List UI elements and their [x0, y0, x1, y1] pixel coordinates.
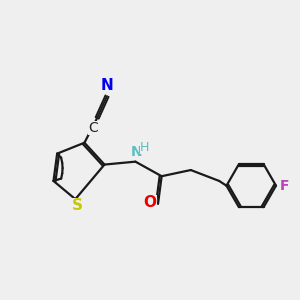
Text: C: C [88, 121, 98, 135]
Text: S: S [72, 198, 83, 213]
Text: N: N [101, 78, 113, 93]
Text: O: O [143, 195, 157, 210]
Text: N: N [131, 145, 142, 159]
Text: H: H [140, 141, 149, 154]
Text: F: F [279, 179, 289, 193]
